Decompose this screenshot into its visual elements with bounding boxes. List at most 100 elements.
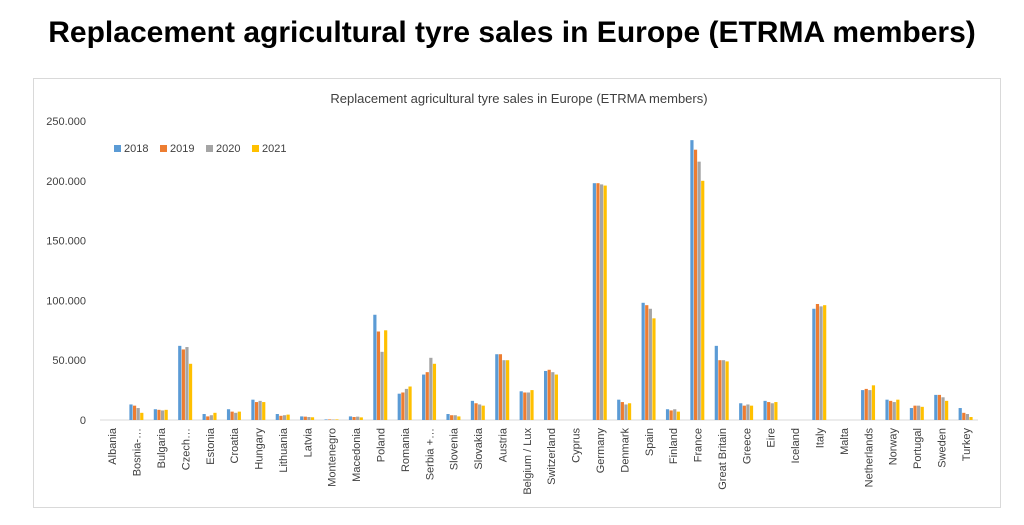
bar bbox=[432, 363, 437, 420]
bar bbox=[164, 409, 168, 420]
bar bbox=[652, 318, 656, 420]
bar bbox=[376, 331, 381, 420]
y-tick-label: 0 bbox=[80, 415, 86, 427]
bar bbox=[356, 416, 360, 420]
bar bbox=[599, 184, 604, 420]
bar bbox=[763, 400, 767, 420]
chart-title: Replacement agricultural tyre sales in E… bbox=[330, 91, 707, 106]
bar-chart: Replacement agricultural tyre sales in E… bbox=[46, 91, 978, 495]
bar bbox=[945, 400, 949, 420]
legend-label: 2021 bbox=[262, 143, 286, 155]
bar bbox=[871, 385, 876, 420]
x-tick-label: Great Britain bbox=[717, 428, 729, 490]
bar bbox=[519, 391, 523, 420]
bar bbox=[665, 409, 670, 420]
bar bbox=[384, 330, 388, 420]
bar bbox=[237, 411, 241, 420]
bar bbox=[767, 402, 771, 420]
chart-frame: Replacement agricultural tyre sales in E… bbox=[33, 78, 1001, 508]
x-tick-label: Estonia bbox=[205, 427, 217, 465]
bar bbox=[934, 394, 938, 420]
bar bbox=[178, 345, 182, 420]
bar bbox=[749, 405, 754, 420]
legend-label: 2020 bbox=[216, 143, 240, 155]
bar bbox=[896, 399, 900, 420]
x-tick-label: Bulgaria bbox=[156, 427, 168, 468]
x-tick-label: Italy bbox=[814, 428, 826, 449]
bar bbox=[359, 417, 363, 420]
bar bbox=[554, 374, 558, 420]
bar bbox=[526, 392, 531, 420]
bar bbox=[279, 415, 283, 420]
bar bbox=[596, 183, 600, 420]
bar bbox=[701, 180, 705, 420]
bar bbox=[714, 345, 718, 420]
bar bbox=[645, 305, 649, 420]
y-tick-label: 200.000 bbox=[46, 176, 86, 188]
bar bbox=[721, 360, 726, 420]
bar bbox=[401, 392, 405, 420]
bar bbox=[909, 408, 914, 420]
bar bbox=[547, 369, 551, 420]
x-tick-label: Lithuania bbox=[278, 427, 290, 473]
bar bbox=[404, 388, 409, 420]
bar bbox=[474, 403, 478, 420]
bar bbox=[213, 412, 217, 420]
legend-swatch bbox=[252, 145, 259, 152]
bar bbox=[153, 409, 157, 420]
x-tick-label: Macedonia bbox=[351, 427, 363, 482]
x-tick-label: Albania bbox=[107, 427, 119, 465]
x-tick-label: Slovenia bbox=[449, 427, 461, 470]
bar bbox=[352, 417, 356, 420]
bar bbox=[457, 416, 461, 420]
bar bbox=[206, 416, 210, 420]
bar bbox=[937, 394, 942, 420]
bar bbox=[188, 363, 193, 420]
bar bbox=[965, 414, 970, 420]
y-tick-label: 250.000 bbox=[46, 116, 86, 128]
bar bbox=[478, 404, 482, 420]
x-tick-label: Czech… bbox=[180, 428, 192, 470]
bar bbox=[739, 403, 743, 420]
x-tick-label: Poland bbox=[375, 428, 387, 462]
bar bbox=[282, 415, 287, 420]
bar bbox=[230, 411, 234, 420]
bar bbox=[335, 419, 339, 420]
bar bbox=[481, 405, 485, 420]
bar bbox=[746, 404, 750, 420]
bar bbox=[819, 306, 823, 420]
bar bbox=[234, 412, 238, 420]
bar bbox=[328, 419, 332, 420]
x-tick-label: Finland bbox=[668, 428, 680, 464]
bar bbox=[864, 388, 868, 420]
bar bbox=[620, 402, 624, 420]
bar bbox=[429, 357, 433, 420]
legend-label: 2018 bbox=[124, 143, 148, 155]
bar bbox=[307, 417, 311, 420]
x-tick-label: Bosnia-… bbox=[132, 428, 144, 476]
legend-swatch bbox=[160, 145, 167, 152]
bar bbox=[209, 415, 213, 420]
bar bbox=[523, 392, 527, 420]
bar bbox=[669, 410, 673, 420]
bar bbox=[226, 409, 231, 420]
legend-swatch bbox=[114, 145, 121, 152]
x-tick-label: Hungary bbox=[254, 428, 266, 470]
bar bbox=[258, 400, 262, 420]
bar bbox=[425, 372, 429, 420]
bar bbox=[129, 404, 133, 420]
x-tick-label: Serbia +… bbox=[424, 428, 436, 480]
bar bbox=[812, 308, 816, 420]
bar bbox=[889, 400, 893, 420]
bar bbox=[530, 390, 534, 420]
bar bbox=[446, 414, 450, 420]
bar bbox=[450, 415, 454, 420]
bar bbox=[941, 397, 945, 420]
bar bbox=[157, 409, 161, 420]
bar bbox=[697, 161, 701, 420]
bar bbox=[422, 374, 426, 420]
bar bbox=[885, 399, 889, 420]
bar bbox=[617, 399, 621, 420]
x-tick-label: Denmark bbox=[619, 428, 631, 473]
bar bbox=[185, 347, 189, 420]
